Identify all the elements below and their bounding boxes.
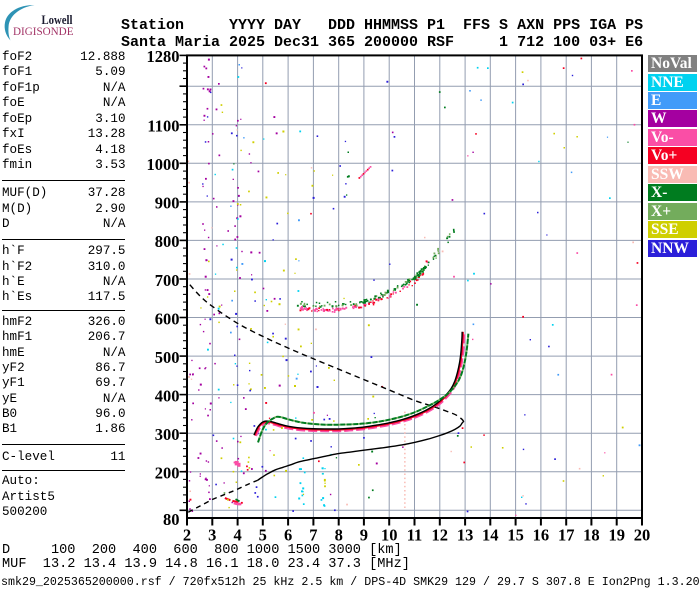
svg-text:9: 9 bbox=[360, 526, 368, 545]
svg-text:400: 400 bbox=[155, 386, 180, 405]
svg-text:13: 13 bbox=[457, 526, 474, 545]
svg-text:18: 18 bbox=[583, 526, 600, 545]
svg-text:6: 6 bbox=[284, 526, 292, 545]
svg-text:Lowell: Lowell bbox=[42, 13, 73, 27]
svg-text:200: 200 bbox=[155, 464, 180, 483]
svg-text:3: 3 bbox=[208, 526, 216, 545]
svg-text:12: 12 bbox=[432, 526, 449, 545]
svg-text:80: 80 bbox=[163, 510, 180, 529]
svg-text:900: 900 bbox=[155, 194, 180, 213]
svg-text:1280: 1280 bbox=[147, 47, 180, 66]
svg-text:700: 700 bbox=[155, 271, 180, 290]
svg-text:800: 800 bbox=[155, 232, 180, 251]
svg-text:15: 15 bbox=[507, 526, 524, 545]
svg-text:7: 7 bbox=[309, 526, 317, 545]
svg-text:19: 19 bbox=[608, 526, 625, 545]
svg-text:600: 600 bbox=[155, 309, 180, 328]
svg-text:16: 16 bbox=[533, 526, 550, 545]
svg-text:1000: 1000 bbox=[147, 155, 180, 174]
svg-text:2: 2 bbox=[183, 526, 191, 545]
svg-text:500: 500 bbox=[155, 348, 180, 367]
svg-text:20: 20 bbox=[634, 526, 651, 545]
svg-text:DIGISONDE: DIGISONDE bbox=[13, 24, 74, 38]
svg-text:300: 300 bbox=[155, 425, 180, 444]
svg-text:17: 17 bbox=[558, 526, 575, 545]
svg-text:5: 5 bbox=[259, 526, 267, 545]
svg-text:1100: 1100 bbox=[147, 117, 179, 136]
svg-text:10: 10 bbox=[381, 526, 398, 545]
svg-text:8: 8 bbox=[335, 526, 343, 545]
svg-text:11: 11 bbox=[407, 526, 423, 545]
svg-text:14: 14 bbox=[482, 526, 499, 545]
svg-text:4: 4 bbox=[233, 526, 241, 545]
